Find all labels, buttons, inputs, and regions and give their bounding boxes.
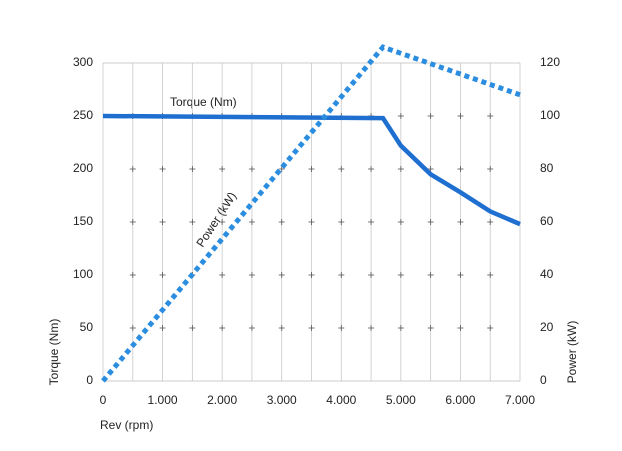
grid-crosses [129, 325, 494, 331]
x-tick-label: 7.000 [505, 393, 535, 407]
y-tick-label: 150 [73, 214, 93, 228]
y2-tick-label: 120 [540, 55, 560, 69]
x-tick-label: 6.000 [445, 393, 475, 407]
x-tick-label: 2.000 [207, 393, 237, 407]
y2-tick-label: 100 [540, 108, 560, 122]
y-tick-label: 300 [73, 55, 93, 69]
torque-annotation: Torque (Nm) [170, 95, 237, 109]
y-tick-label: 100 [73, 267, 93, 281]
y2-tick-label: 60 [540, 214, 554, 228]
series-line [101, 44, 521, 383]
y2-tick-label: 40 [540, 267, 554, 281]
grid-crosses [129, 166, 494, 172]
x-tick-label: 1.000 [148, 393, 178, 407]
power-annotation: Power (kW) [193, 189, 239, 249]
y2-tick-label: 80 [540, 161, 554, 175]
y2-axis-title: Power (kW) [565, 321, 579, 384]
grid-crosses [129, 219, 494, 225]
x-tick-label: 0 [100, 393, 107, 407]
series-line [102, 113, 521, 227]
y2-tick-label: 20 [540, 320, 554, 334]
y-tick-label: 0 [86, 373, 93, 387]
grid-crosses [129, 272, 494, 278]
y2-tick-label: 0 [540, 373, 547, 387]
y-axis-title: Torque (Nm) [47, 319, 61, 386]
x-tick-label: 3.000 [267, 393, 297, 407]
y-tick-label: 50 [80, 320, 94, 334]
x-tick-label: 5.000 [386, 393, 416, 407]
x-tick-label: 4.000 [326, 393, 356, 407]
y-tick-label: 250 [73, 108, 93, 122]
y-tick-label: 200 [73, 161, 93, 175]
x-axis-title: Rev (rpm) [100, 418, 153, 432]
